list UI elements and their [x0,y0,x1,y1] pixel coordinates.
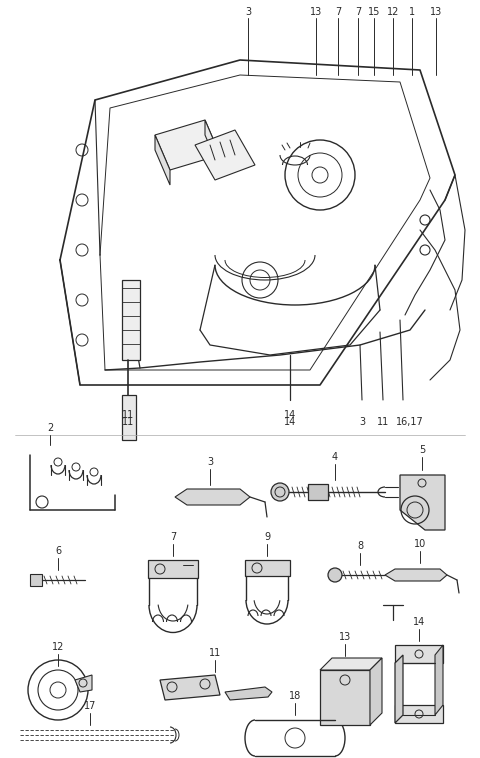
Text: 6: 6 [55,546,61,556]
Text: 18: 18 [289,691,301,701]
Text: 11: 11 [377,417,389,427]
Text: 3: 3 [359,417,365,427]
Polygon shape [395,645,443,663]
Text: 11: 11 [122,410,134,420]
Text: 15: 15 [368,7,380,17]
Text: 12: 12 [387,7,399,17]
Text: 14: 14 [413,617,425,627]
Text: 4: 4 [332,452,338,462]
Text: 14: 14 [284,417,296,427]
Polygon shape [30,574,42,586]
Polygon shape [320,658,382,670]
Text: 17: 17 [84,701,96,711]
Polygon shape [75,675,92,692]
Polygon shape [155,135,170,185]
Text: 1: 1 [409,7,415,17]
Text: 2: 2 [47,423,53,433]
Text: 13: 13 [430,7,442,17]
Text: 10: 10 [414,539,426,549]
Polygon shape [160,675,220,700]
Polygon shape [320,670,370,725]
Polygon shape [175,489,250,505]
Polygon shape [308,484,328,500]
Text: 12: 12 [52,642,64,652]
Text: 13: 13 [339,632,351,642]
Text: 7: 7 [355,7,361,17]
Polygon shape [370,658,382,725]
Text: 9: 9 [264,532,270,542]
Circle shape [271,483,289,501]
Text: 11: 11 [122,417,134,427]
Polygon shape [205,120,220,170]
Text: 16,17: 16,17 [396,417,424,427]
Text: 7: 7 [335,7,341,17]
Text: 3: 3 [207,457,213,467]
Polygon shape [385,569,447,581]
Polygon shape [395,705,443,723]
Bar [122,280,140,360]
Text: 7: 7 [170,532,176,542]
Bar [122,395,136,440]
Circle shape [328,568,342,582]
Text: 11: 11 [209,648,221,658]
Polygon shape [435,645,443,715]
Text: 3: 3 [245,7,251,17]
Polygon shape [400,475,445,530]
Polygon shape [225,687,272,700]
Polygon shape [148,560,198,578]
Text: 14: 14 [284,410,296,420]
Polygon shape [245,560,290,576]
Text: 8: 8 [357,541,363,551]
Polygon shape [395,655,403,723]
Text: 13: 13 [310,7,322,17]
Polygon shape [195,130,255,180]
Polygon shape [155,120,220,170]
Text: 5: 5 [419,445,425,455]
